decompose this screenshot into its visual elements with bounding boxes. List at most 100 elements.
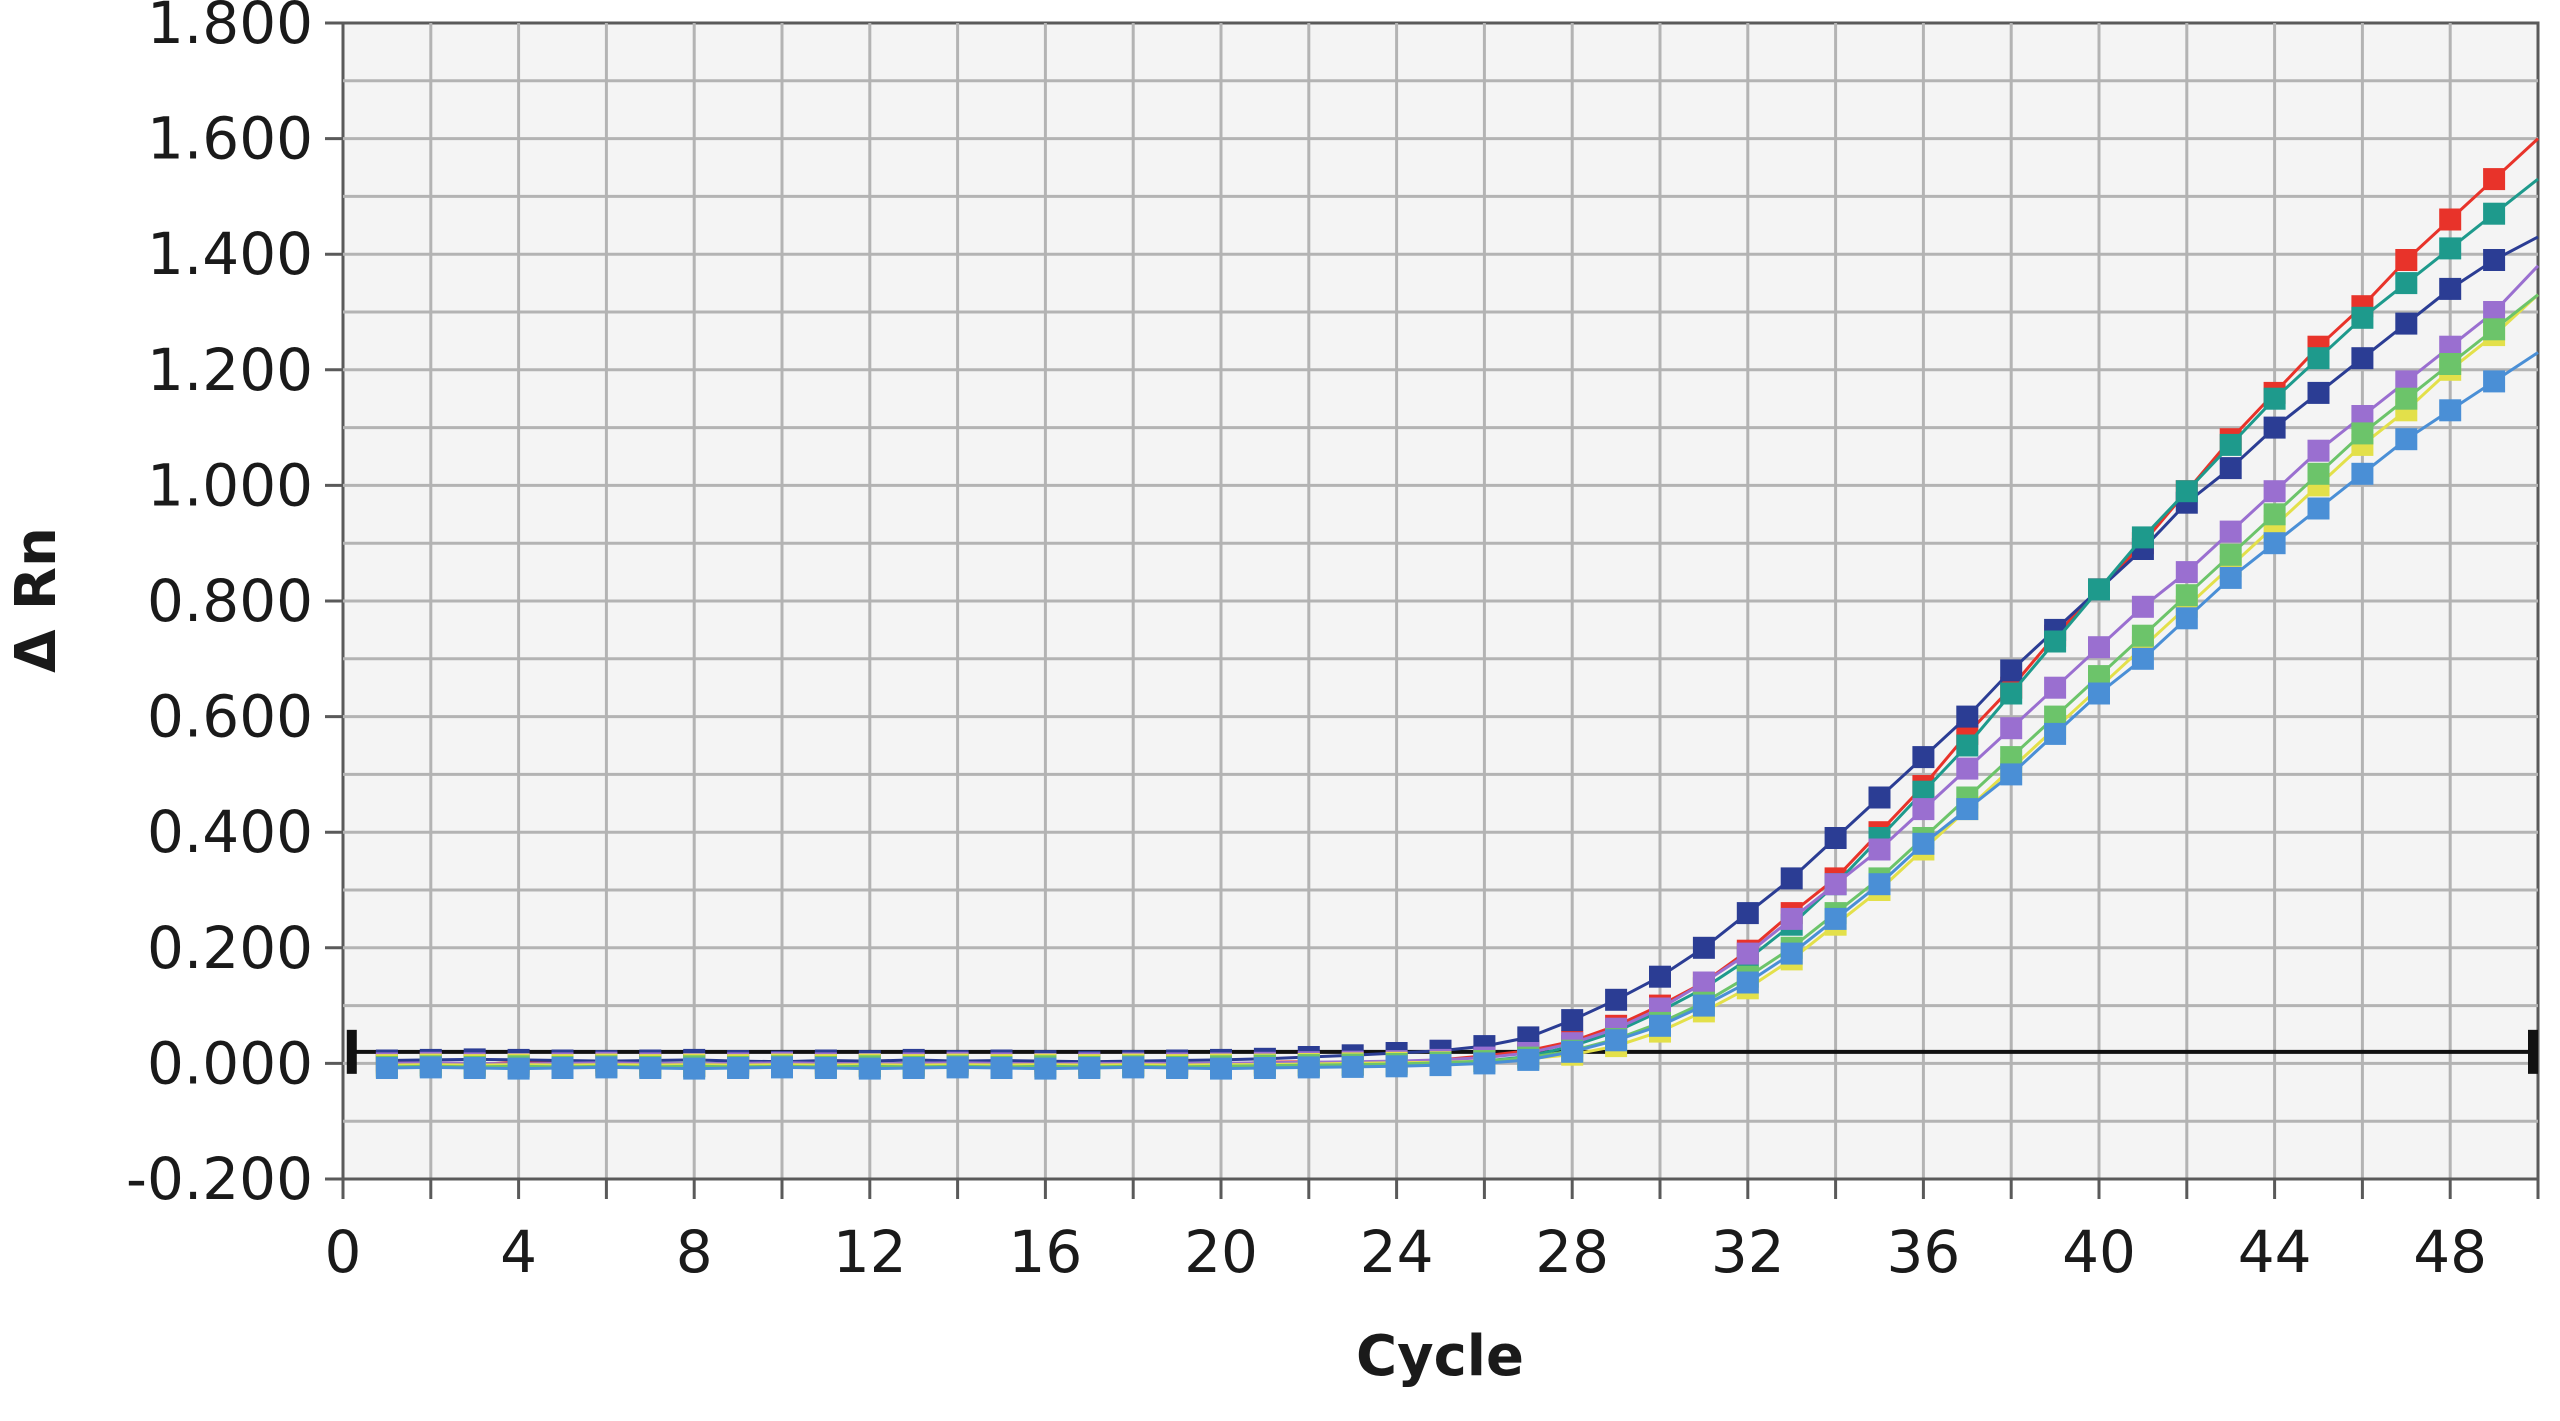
data-point bbox=[1605, 1029, 1628, 1052]
data-point bbox=[1868, 786, 1891, 809]
data-point bbox=[1122, 1056, 1145, 1079]
data-point bbox=[2000, 682, 2023, 705]
data-point bbox=[1780, 867, 1803, 890]
data-point bbox=[2044, 630, 2067, 653]
data-point bbox=[2351, 347, 2374, 370]
data-point bbox=[2131, 624, 2154, 647]
data-point bbox=[2219, 520, 2242, 543]
data-point bbox=[2263, 503, 2286, 526]
data-point bbox=[1736, 902, 1759, 925]
series-group bbox=[375, 137, 2540, 1080]
data-point bbox=[771, 1056, 793, 1079]
threshold-handle-right bbox=[2528, 1029, 2538, 1074]
data-point bbox=[2307, 439, 2330, 462]
data-point bbox=[2175, 480, 2198, 503]
data-point bbox=[1210, 1057, 1232, 1080]
data-point bbox=[507, 1057, 530, 1080]
data-point bbox=[2175, 561, 2198, 584]
data-point bbox=[2219, 457, 2242, 480]
data-point bbox=[814, 1057, 837, 1079]
y-tick-label: 1.800 bbox=[147, 0, 313, 57]
data-point bbox=[375, 1057, 398, 1079]
data-point bbox=[2307, 497, 2330, 520]
data-point bbox=[1780, 907, 1803, 930]
data-point bbox=[2000, 717, 2023, 740]
y-tick-label: 0.600 bbox=[147, 683, 313, 751]
data-point bbox=[1912, 746, 1935, 769]
y-tick-label: 0.800 bbox=[147, 567, 313, 635]
data-point bbox=[2175, 607, 2198, 630]
data-point bbox=[419, 1056, 442, 1079]
data-point bbox=[2263, 532, 2286, 555]
data-point bbox=[2439, 277, 2462, 300]
data-point bbox=[1780, 942, 1803, 965]
data-point bbox=[2307, 347, 2330, 370]
x-tick-label: 4 bbox=[500, 1218, 537, 1286]
data-point bbox=[1166, 1057, 1189, 1079]
data-point bbox=[1956, 734, 1979, 757]
data-point bbox=[2439, 208, 2462, 231]
data-point bbox=[2263, 480, 2286, 503]
data-point bbox=[2000, 746, 2023, 769]
data-point bbox=[2088, 578, 2110, 601]
data-point bbox=[2131, 595, 2154, 618]
data-point bbox=[1912, 780, 1935, 803]
x-axis-ticks: 0 4 8 12 16 20 24 28 32 36 40 44 48 bbox=[325, 1177, 2540, 1286]
data-point bbox=[1385, 1055, 1408, 1078]
data-point bbox=[1868, 838, 1891, 861]
data-point bbox=[2439, 335, 2462, 358]
data-point bbox=[2351, 405, 2374, 427]
data-point bbox=[858, 1057, 881, 1080]
data-point bbox=[727, 1057, 750, 1079]
x-tick-label: 36 bbox=[1886, 1218, 1960, 1286]
data-point bbox=[2351, 462, 2374, 485]
data-point bbox=[2263, 387, 2286, 410]
x-tick-label: 16 bbox=[1008, 1218, 1082, 1286]
data-point bbox=[683, 1057, 706, 1080]
gridlines bbox=[343, 23, 2538, 1179]
data-point bbox=[1956, 757, 1979, 780]
data-point bbox=[2263, 416, 2286, 439]
x-tick-label: 28 bbox=[1535, 1218, 1609, 1286]
data-point bbox=[1473, 1052, 1496, 1075]
data-point bbox=[2395, 428, 2418, 451]
data-point bbox=[2483, 370, 2506, 393]
data-point bbox=[2395, 312, 2418, 335]
data-point bbox=[1824, 827, 1847, 849]
threshold-handle-left bbox=[346, 1029, 357, 1074]
data-point bbox=[902, 1057, 925, 1079]
data-point bbox=[1912, 798, 1935, 821]
data-point bbox=[2395, 387, 2418, 410]
data-point bbox=[1736, 971, 1759, 994]
x-tick-label: 12 bbox=[833, 1218, 907, 1286]
data-point bbox=[2395, 272, 2418, 295]
data-point bbox=[1429, 1054, 1452, 1077]
x-tick-label: 8 bbox=[676, 1218, 713, 1286]
data-point bbox=[2439, 399, 2462, 422]
data-point bbox=[2219, 566, 2242, 589]
data-point bbox=[2439, 353, 2462, 375]
x-tick-label: 48 bbox=[2413, 1218, 2487, 1286]
data-point bbox=[2088, 636, 2110, 659]
data-point bbox=[2088, 665, 2110, 688]
data-point bbox=[2000, 763, 2023, 786]
data-point bbox=[2175, 584, 2198, 607]
data-point bbox=[2483, 249, 2506, 271]
data-point bbox=[1078, 1057, 1101, 1079]
x-tick-label: 0 bbox=[325, 1218, 362, 1286]
data-point bbox=[1341, 1055, 1364, 1078]
data-point bbox=[2395, 370, 2418, 393]
y-tick-label: 0.000 bbox=[147, 1029, 313, 1097]
data-point bbox=[1692, 936, 1715, 959]
y-tick-label: 1.600 bbox=[147, 105, 313, 173]
data-point bbox=[1736, 942, 1759, 965]
data-point bbox=[2351, 306, 2374, 329]
data-point bbox=[639, 1057, 662, 1079]
x-tick-label: 24 bbox=[1360, 1218, 1434, 1286]
data-point bbox=[2044, 676, 2067, 699]
data-point bbox=[2219, 433, 2242, 456]
data-point bbox=[463, 1057, 486, 1079]
y-axis-title: Δ Rn bbox=[4, 527, 69, 673]
data-point bbox=[946, 1056, 969, 1079]
